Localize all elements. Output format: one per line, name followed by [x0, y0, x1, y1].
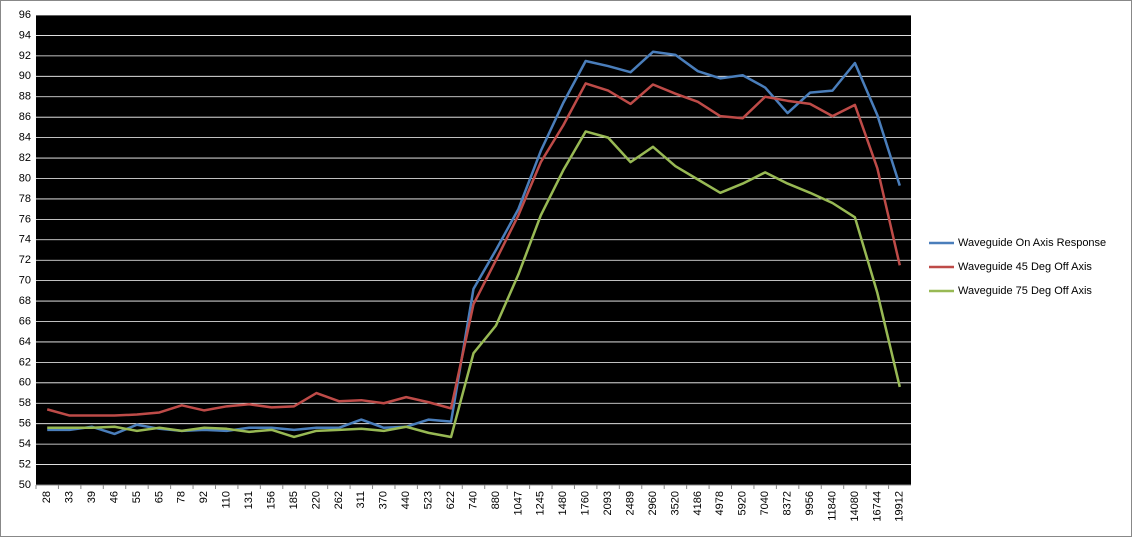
y-tick-label: 96: [19, 9, 31, 21]
y-tick-label: 90: [19, 70, 31, 82]
x-tick-label: 262: [333, 491, 345, 509]
x-tick-label: 5920: [737, 491, 749, 515]
x-tick-label: 523: [423, 491, 435, 509]
x-tick-label: 110: [221, 491, 233, 509]
plot-area: [36, 15, 911, 485]
y-tick-label: 74: [19, 234, 31, 246]
x-tick-label: 2489: [624, 491, 636, 515]
y-tick-label: 94: [19, 29, 31, 41]
x-tick-label: 3520: [669, 491, 681, 515]
y-tick-label: 92: [19, 50, 31, 62]
x-tick-label: 1047: [512, 491, 524, 515]
y-tick-label: 50: [19, 479, 31, 491]
y-tick-label: 58: [19, 397, 31, 409]
x-tick-label: 880: [490, 491, 502, 509]
x-tick-label: 622: [445, 491, 457, 509]
x-tick-label: 370: [378, 491, 390, 509]
legend-label: Waveguide 75 Deg Off Axis: [958, 285, 1092, 297]
series-line: [46, 82, 901, 417]
x-tick-label: 78: [176, 491, 188, 503]
y-tick-label: 80: [19, 172, 31, 184]
x-tick-label: 28: [41, 491, 53, 503]
legend-label: Waveguide On Axis Response: [958, 237, 1106, 249]
y-tick-label: 64: [19, 336, 31, 348]
y-tick-label: 86: [19, 111, 31, 123]
y-tick-label: 66: [19, 315, 31, 327]
x-tick-label: 2960: [647, 491, 659, 515]
x-tick-label: 14080: [849, 491, 861, 522]
x-tick-label: 4978: [714, 491, 726, 515]
x-tick-label: 220: [310, 491, 322, 509]
x-tick-label: 1480: [557, 491, 569, 515]
y-tick-label: 54: [19, 438, 31, 450]
x-tick-label: 46: [108, 491, 120, 503]
x-tick-label: 311: [355, 491, 367, 509]
x-tick-label: 8372: [782, 491, 794, 515]
x-tick-label: 19912: [894, 491, 906, 522]
y-tick-label: 52: [19, 458, 31, 470]
x-tick-label: 11840: [826, 491, 838, 521]
legend-label: Waveguide 45 Deg Off Axis: [958, 261, 1092, 273]
x-tick-label: 33: [64, 491, 76, 503]
series-line: [47, 130, 901, 439]
x-tick-label: 440: [400, 491, 412, 509]
x-tick-label: 1245: [535, 491, 547, 515]
y-tick-label: 56: [19, 418, 31, 430]
x-tick-label: 65: [153, 491, 165, 503]
x-tick-label: 4186: [692, 491, 704, 515]
y-tick-label: 84: [19, 132, 31, 144]
y-tick-label: 60: [19, 377, 31, 389]
x-tick-label: 92: [198, 491, 210, 503]
y-tick-label: 72: [19, 254, 31, 266]
y-tick-label: 78: [19, 193, 31, 205]
y-tick-label: 76: [19, 213, 31, 225]
x-tick-label: 2093: [602, 491, 614, 515]
y-tick-label: 68: [19, 295, 31, 307]
x-tick-label: 1760: [580, 491, 592, 515]
y-tick-label: 82: [19, 152, 31, 164]
x-tick-label: 55: [131, 491, 143, 503]
x-tick-label: 740: [467, 491, 479, 509]
x-tick-label: 131: [243, 491, 255, 509]
y-tick-label: 62: [19, 356, 31, 368]
y-tick-label: 88: [19, 91, 31, 103]
x-tick-label: 16744: [871, 491, 883, 522]
x-tick-label: 9956: [804, 491, 816, 515]
x-tick-label: 7040: [759, 491, 771, 515]
x-tick-label: 39: [86, 491, 98, 503]
x-tick-label: 185: [288, 491, 300, 509]
x-tick-label: 156: [265, 491, 277, 509]
y-tick-label: 70: [19, 275, 31, 287]
